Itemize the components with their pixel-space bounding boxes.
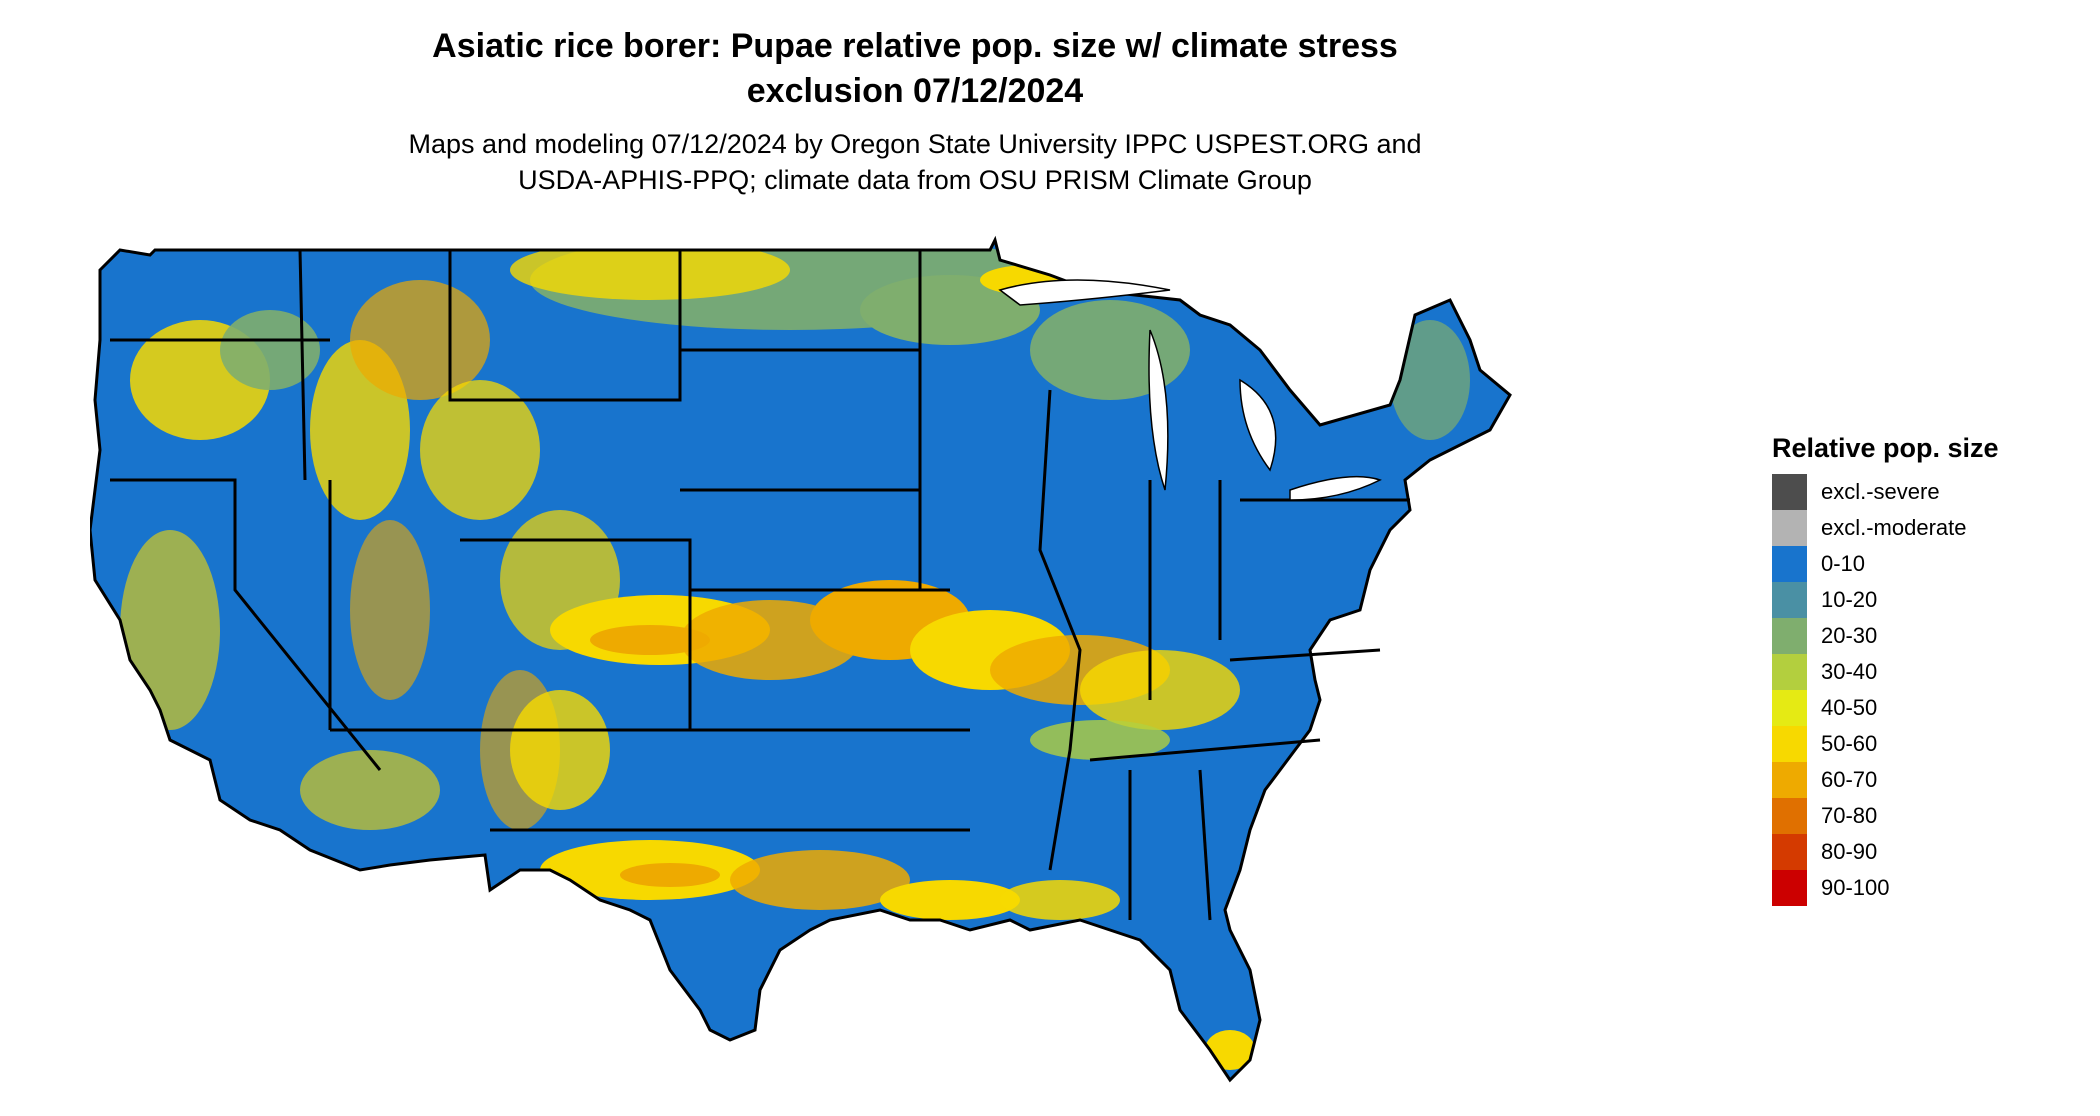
state-border-georgia <box>1198 769 1212 921</box>
map-zone-arizona-yellow <box>300 750 440 830</box>
legend-item: 80-90 <box>1772 834 1999 870</box>
legend-swatch <box>1772 762 1807 798</box>
subtitle-line-2: USDA-APHIS-PPQ; climate data from OSU PR… <box>518 165 1312 195</box>
map-zone-wyoming-yellow <box>420 380 540 520</box>
map-zone-northwest-green-1 <box>220 310 320 390</box>
legend-item: 0-10 <box>1772 546 1999 582</box>
legend-item: excl.-moderate <box>1772 510 1999 546</box>
map-legend: Relative pop. size excl.-severe excl.-mod… <box>1772 432 1999 906</box>
legend-swatch <box>1772 798 1807 834</box>
legend-label: 0-10 <box>1821 551 1866 576</box>
map-zone-gulf-louisiana-yellow <box>730 850 910 910</box>
legend-swatch <box>1772 654 1807 690</box>
map-zone-wisconsin-green <box>1030 300 1190 400</box>
legend-label: 10-20 <box>1821 587 1878 612</box>
subtitle-line-1: Maps and modeling 07/12/2024 by Oregon S… <box>408 129 1422 159</box>
legend-title: Relative pop. size <box>1772 433 1999 463</box>
state-border-idaho-west <box>298 249 307 481</box>
us-map <box>90 238 1512 1082</box>
state-border-wyoming <box>448 250 682 402</box>
state-border-mississippi-river <box>1038 389 1082 871</box>
legend-label: 90-100 <box>1821 875 1890 900</box>
state-border-tennessee <box>1089 738 1321 762</box>
legend-item: 40-50 <box>1772 690 1999 726</box>
legend-item: excl.-severe <box>1772 474 1999 510</box>
map-zone-montana-yellow <box>350 280 490 400</box>
legend-item: 90-100 <box>1772 870 1999 906</box>
legend-swatch <box>1772 510 1807 546</box>
map-zone-texas-panhandle-yellow <box>510 690 610 810</box>
legend-label: 50-60 <box>1821 731 1878 756</box>
legend-label: 70-80 <box>1821 803 1878 828</box>
map-title: Asiatic rice borer: Pupae relative pop. … <box>0 24 1830 114</box>
legend-label: 80-90 <box>1821 839 1878 864</box>
state-border-california-nevada <box>110 478 382 771</box>
map-zone-appalachia-green <box>1030 720 1170 760</box>
legend-swatch <box>1772 870 1807 906</box>
map-zone-california-yellow <box>120 530 220 730</box>
legend-item: 10-20 <box>1772 582 1999 618</box>
map-zone-virginia-yellow <box>1080 650 1240 730</box>
map-zone-gulf-mississippi-yellow <box>880 880 1020 920</box>
legend-item: 70-80 <box>1772 798 1999 834</box>
lake-michigan <box>1148 329 1169 491</box>
map-zone-kansas-orange <box>590 625 710 655</box>
map-zone-maine-green <box>1390 320 1470 440</box>
legend-swatch <box>1772 690 1807 726</box>
legend-label: 60-70 <box>1821 767 1878 792</box>
legend-swatch <box>1772 546 1807 582</box>
legend-label: 40-50 <box>1821 695 1878 720</box>
legend-label: 20-30 <box>1821 623 1878 648</box>
legend-swatch <box>1772 618 1807 654</box>
map-zone-north-plains-yellow <box>510 240 790 300</box>
map-zone-minnesota-green <box>860 275 1040 345</box>
map-zone-utah-yellow <box>350 520 430 700</box>
legend-label: 30-40 <box>1821 659 1878 684</box>
legend-item: 50-60 <box>1772 726 1999 762</box>
state-border-virginia <box>1229 648 1381 662</box>
legend-swatch <box>1772 834 1807 870</box>
legend-items: excl.-severe excl.-moderate 0-10 10-20 20-30… <box>1772 474 1999 906</box>
legend-swatch <box>1772 474 1807 510</box>
lake-superior <box>998 279 1171 306</box>
legend-item: 60-70 <box>1772 762 1999 798</box>
legend-swatch <box>1772 726 1807 762</box>
legend-label: excl.-moderate <box>1821 515 1967 540</box>
title-line-1: Asiatic rice borer: Pupae relative pop. … <box>432 27 1398 65</box>
map-subtitle: Maps and modeling 07/12/2024 by Oregon S… <box>0 126 1830 198</box>
legend-item: 30-40 <box>1772 654 1999 690</box>
lake-erie <box>1289 475 1382 501</box>
map-zone-texas-central-orange <box>620 863 720 887</box>
legend-label: excl.-severe <box>1821 479 1940 504</box>
state-border-colorado <box>460 538 692 730</box>
legend-item: 20-30 <box>1772 618 1999 654</box>
map-zone-georgia-yellow <box>1000 880 1120 920</box>
title-line-2: exclusion 07/12/2024 <box>746 72 1084 110</box>
legend-swatch <box>1772 582 1807 618</box>
lake-huron <box>1239 378 1277 472</box>
